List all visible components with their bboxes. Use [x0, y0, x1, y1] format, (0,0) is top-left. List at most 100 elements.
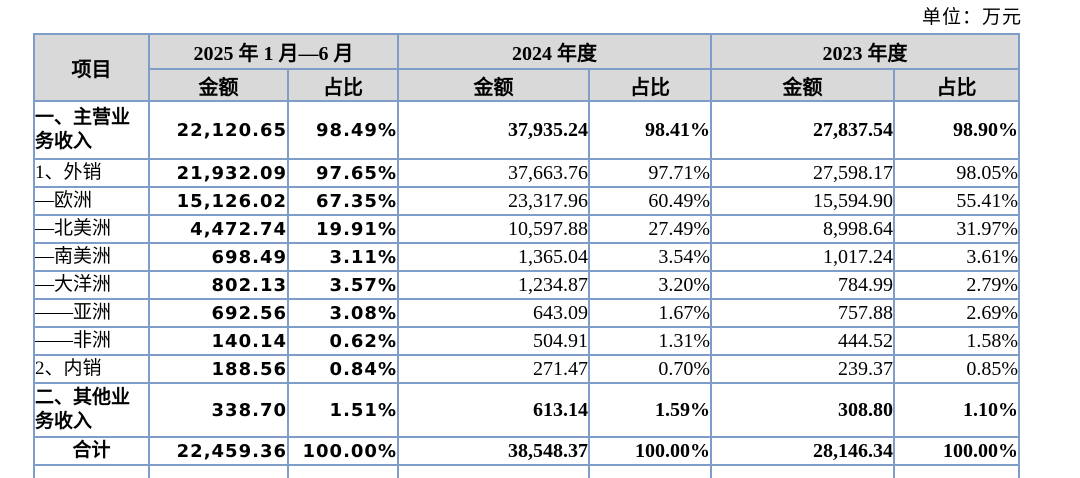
amount-2025: 692.56	[148, 298, 289, 328]
table-row: 2、内销 188.56 0.84% 271.47 0.70% 239.37 0.…	[33, 354, 1020, 384]
amount-2025: 140.14	[148, 326, 289, 356]
header-ratio-2025: 占比	[287, 68, 399, 102]
ratio-2024: 100.00%	[588, 436, 712, 466]
amount-2024: 38,548.37	[397, 436, 590, 466]
ratio-2025: 67.35%	[287, 186, 399, 216]
header-ratio-2024: 占比	[588, 68, 712, 102]
ratio-2025: 97.65%	[287, 158, 399, 188]
table-row: —大洋洲 802.13 3.57% 1,234.87 3.20% 784.99 …	[33, 270, 1020, 300]
ratio-2023: 2.79%	[893, 270, 1020, 300]
ratio-2024: 1.31%	[588, 326, 712, 356]
ratio-2023: 98.90%	[893, 100, 1020, 160]
amount-2025: 22,120.65	[148, 100, 289, 160]
ratio-2025: 98.49%	[287, 100, 399, 160]
amount-2025: 15,126.02	[148, 186, 289, 216]
amount-2023: 239.37	[710, 354, 895, 384]
row-label: 2、内销	[33, 354, 150, 384]
amount-2023: 27,598.17	[710, 158, 895, 188]
row-label: ——非洲	[33, 326, 150, 356]
row-label: 一、主营业务收入	[33, 100, 150, 160]
ratio-2023: 0.85%	[893, 354, 1020, 384]
header-amount-2023: 金额	[710, 68, 895, 102]
amount-2023: 28,146.34	[710, 436, 895, 466]
amount-2023: 8,998.64	[710, 214, 895, 244]
amount-2025: 4,472.74	[148, 214, 289, 244]
row-label: —大洋洲	[33, 270, 150, 300]
amount-2024: 504.91	[397, 326, 590, 356]
ratio-2023: 100.00%	[893, 436, 1020, 466]
ratio-2025: 19.91%	[287, 214, 399, 244]
table-row: 一、主营业务收入 22,120.65 98.49% 37,935.24 98.4…	[33, 100, 1020, 160]
amount-2024: 37,663.76	[397, 158, 590, 188]
ratio-2024: 0.70%	[588, 354, 712, 384]
amount-2024: 37,935.24	[397, 100, 590, 160]
ratio-2024: 3.54%	[588, 242, 712, 272]
table-row: —南美洲 698.49 3.11% 1,365.04 3.54% 1,017.2…	[33, 242, 1020, 272]
ratio-2023: 55.41%	[893, 186, 1020, 216]
header-ratio-2023: 占比	[893, 68, 1020, 102]
row-label: 1、外销	[33, 158, 150, 188]
table-row-total: 合计 22,459.36 100.00% 38,548.37 100.00% 2…	[33, 436, 1020, 466]
table-row: —北美洲 4,472.74 19.91% 10,597.88 27.49% 8,…	[33, 214, 1020, 244]
table-row: ——非洲 140.14 0.62% 504.91 1.31% 444.52 1.…	[33, 326, 1020, 356]
amount-2024: 1,365.04	[397, 242, 590, 272]
amount-2023: 15,594.90	[710, 186, 895, 216]
amount-2023: 308.80	[710, 382, 895, 438]
header-period-2023: 2023 年度	[710, 33, 1020, 70]
ratio-2025: 0.62%	[287, 326, 399, 356]
header-period-2024: 2024 年度	[397, 33, 712, 70]
header-amount-2024: 金额	[397, 68, 590, 102]
row-label: 合计	[33, 436, 150, 466]
ratio-2023: 31.97%	[893, 214, 1020, 244]
amount-2023: 444.52	[710, 326, 895, 356]
amount-2024: 1,234.87	[397, 270, 590, 300]
amount-2025: 698.49	[148, 242, 289, 272]
amount-2025: 802.13	[148, 270, 289, 300]
ratio-2023: 1.58%	[893, 326, 1020, 356]
ratio-2024: 98.41%	[588, 100, 712, 160]
ratio-2024: 1.59%	[588, 382, 712, 438]
row-label: ——亚洲	[33, 298, 150, 328]
row-label: —北美洲	[33, 214, 150, 244]
ratio-2023: 98.05%	[893, 158, 1020, 188]
amount-2023: 1,017.24	[710, 242, 895, 272]
amount-2024: 10,597.88	[397, 214, 590, 244]
row-label: —南美洲	[33, 242, 150, 272]
amount-2023: 757.88	[710, 298, 895, 328]
revenue-by-region-table: 项目 2025 年 1 月—6 月 2024 年度 2023 年度 金额 占比 …	[33, 33, 1020, 478]
table-row-clipped	[33, 464, 1020, 478]
ratio-2024: 60.49%	[588, 186, 712, 216]
header-item: 项目	[33, 33, 150, 102]
ratio-2025: 0.84%	[287, 354, 399, 384]
amount-2025: 188.56	[148, 354, 289, 384]
row-label: —欧洲	[33, 186, 150, 216]
unit-label: 单位：万元	[921, 7, 1022, 28]
amount-2023: 784.99	[710, 270, 895, 300]
ratio-2024: 1.67%	[588, 298, 712, 328]
table-row: 二、其他业务收入 338.70 1.51% 613.14 1.59% 308.8…	[33, 382, 1020, 438]
header-period-2025: 2025 年 1 月—6 月	[148, 33, 399, 70]
ratio-2025: 3.11%	[287, 242, 399, 272]
amount-2025: 21,932.09	[148, 158, 289, 188]
amount-2025: 22,459.36	[148, 436, 289, 466]
table-row: ——亚洲 692.56 3.08% 643.09 1.67% 757.88 2.…	[33, 298, 1020, 328]
amount-2024: 643.09	[397, 298, 590, 328]
ratio-2025: 3.08%	[287, 298, 399, 328]
table-row: 1、外销 21,932.09 97.65% 37,663.76 97.71% 2…	[33, 158, 1020, 188]
ratio-2024: 27.49%	[588, 214, 712, 244]
ratio-2025: 1.51%	[287, 382, 399, 438]
ratio-2025: 100.00%	[287, 436, 399, 466]
ratio-2024: 3.20%	[588, 270, 712, 300]
table-row: —欧洲 15,126.02 67.35% 23,317.96 60.49% 15…	[33, 186, 1020, 216]
row-label: 二、其他业务收入	[33, 382, 150, 438]
header-amount-2025: 金额	[148, 68, 289, 102]
ratio-2024: 97.71%	[588, 158, 712, 188]
amount-2023: 27,837.54	[710, 100, 895, 160]
amount-2024: 613.14	[397, 382, 590, 438]
amount-2024: 271.47	[397, 354, 590, 384]
amount-2024: 23,317.96	[397, 186, 590, 216]
ratio-2025: 3.57%	[287, 270, 399, 300]
amount-2025: 338.70	[148, 382, 289, 438]
ratio-2023: 1.10%	[893, 382, 1020, 438]
